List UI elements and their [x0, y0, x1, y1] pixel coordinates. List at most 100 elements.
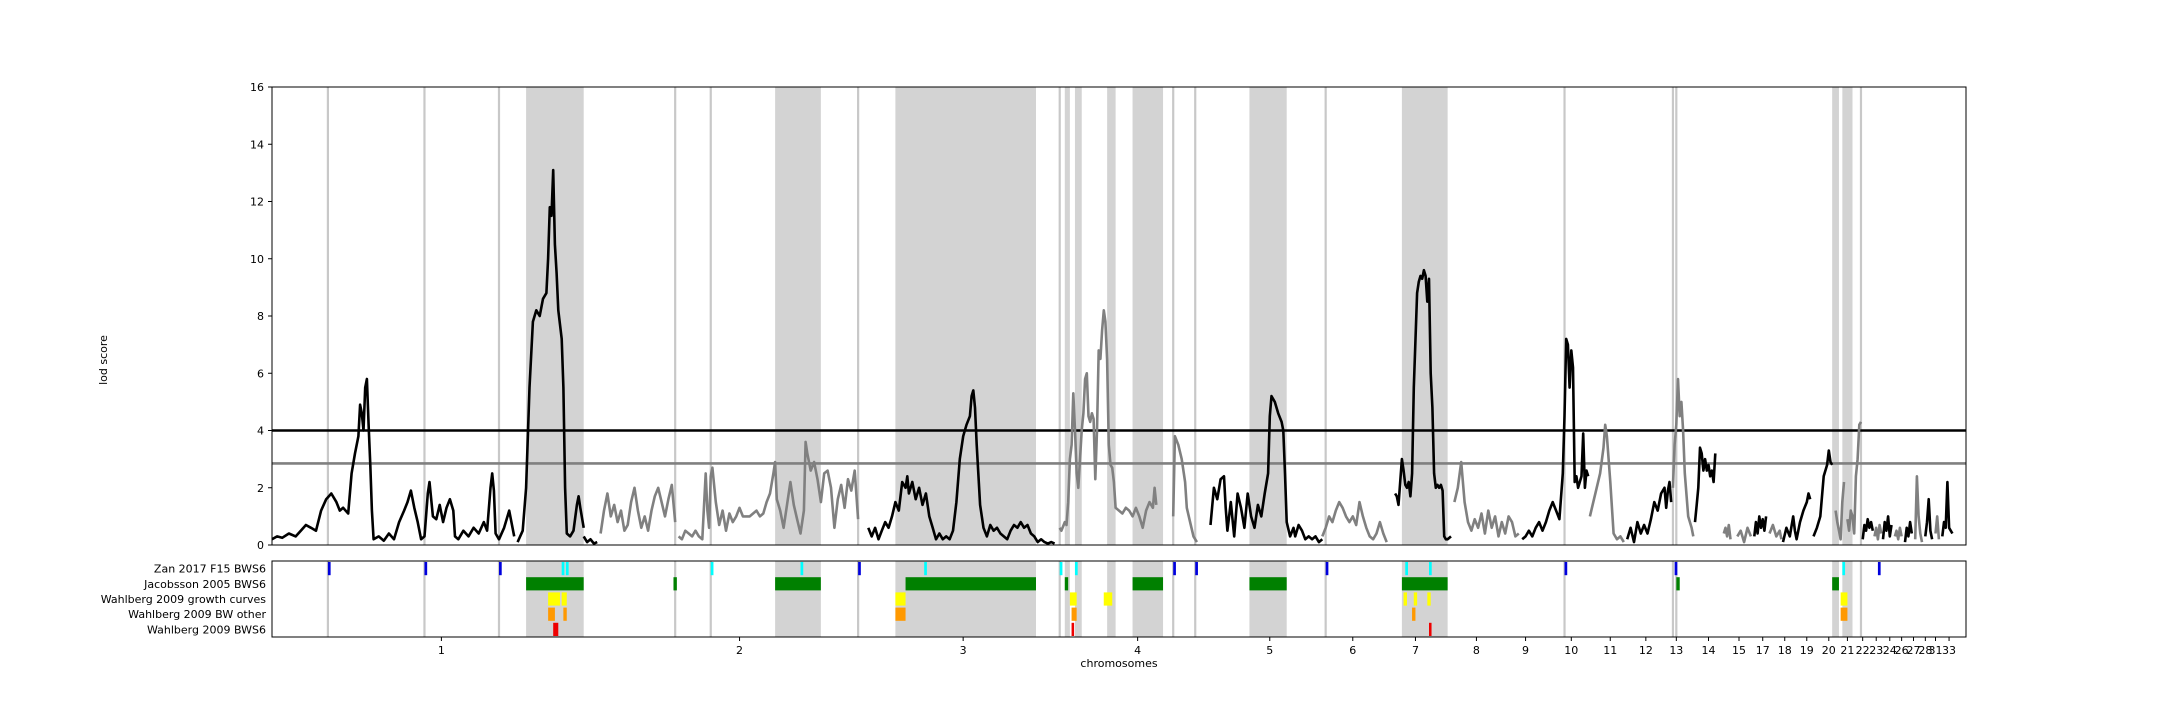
track-mark	[710, 562, 714, 576]
track-mark	[1840, 607, 1848, 621]
track-label: Zan 2017 F15 BWS6	[154, 563, 266, 576]
y-tick-label: 16	[250, 81, 264, 94]
y-tick-label: 6	[257, 367, 264, 380]
track-mark	[673, 577, 677, 591]
track-mark	[561, 562, 565, 576]
track-mark	[565, 562, 569, 576]
track-mark	[895, 592, 906, 606]
lod-series-line	[1941, 480, 1954, 537]
track-mark	[1103, 592, 1113, 606]
lod-series-line	[1722, 523, 1732, 540]
track-plot-frame	[271, 560, 1967, 638]
x-tick-label: 17	[1756, 644, 1770, 657]
lod-series-line	[1588, 423, 1625, 543]
lod-series-line	[1924, 497, 1934, 540]
track-mark	[548, 592, 560, 606]
lod-series-line	[1753, 515, 1768, 537]
x-tick-label: 23	[1869, 644, 1883, 657]
track-mark	[1832, 577, 1839, 591]
shaded-region	[1074, 561, 1082, 637]
track-mark	[424, 562, 428, 576]
lod-series-line	[582, 535, 598, 545]
lod-series-line	[1861, 517, 1875, 540]
x-axis-title: chromosomes	[1080, 657, 1157, 670]
shaded-region	[1249, 561, 1287, 637]
shaded-region	[775, 87, 821, 545]
x-tick-label: 19	[1800, 644, 1814, 657]
lod-series-line	[1873, 523, 1883, 541]
x-tick-label: 8	[1473, 644, 1480, 657]
track-mark	[1074, 562, 1078, 576]
track-mark	[1877, 562, 1881, 576]
track-label: Jacobsson 2005 BWS6	[143, 578, 266, 591]
x-tick-label: 4	[1134, 644, 1141, 657]
track-mark	[1071, 607, 1077, 621]
lod-series-line	[1671, 377, 1695, 537]
track-mark	[905, 577, 1036, 591]
y-tick-label: 0	[257, 539, 264, 552]
lod-series-line	[1881, 515, 1893, 540]
x-tick-label: 10	[1564, 644, 1578, 657]
x-tick-label: 1	[438, 644, 445, 657]
track-mark	[1840, 592, 1848, 606]
x-tick-label: 21	[1840, 644, 1854, 657]
track-mark	[1564, 562, 1568, 576]
x-tick-label: 2	[736, 644, 743, 657]
track-mark	[1403, 592, 1407, 606]
track-mark	[1413, 592, 1418, 606]
x-tick-label: 18	[1778, 644, 1792, 657]
x-tick-label: 11	[1603, 644, 1617, 657]
lod-series-line	[1768, 523, 1783, 540]
track-label: Wahlberg 2009 growth curves	[101, 593, 267, 606]
lod-series-line	[271, 377, 516, 542]
shaded-region	[1832, 87, 1839, 545]
lod-series-line	[599, 483, 677, 534]
lod-series-line	[1058, 309, 1158, 532]
x-tick-label: 9	[1522, 644, 1529, 657]
x-tick-label: 13	[1669, 644, 1683, 657]
track-mark	[1173, 562, 1176, 576]
lod-series-line	[1693, 446, 1717, 523]
lod-series-line	[1812, 449, 1834, 537]
lod-series-line	[1393, 268, 1452, 541]
shaded-region	[895, 561, 1036, 637]
track-mark	[1674, 562, 1678, 576]
x-tick-label: 3	[960, 644, 967, 657]
track-mark	[1325, 562, 1329, 576]
lod-series-line	[1913, 475, 1924, 543]
track-mark	[526, 577, 584, 591]
x-tick-label: 12	[1639, 644, 1653, 657]
y-tick-label: 14	[250, 138, 264, 151]
x-tick-label: 20	[1822, 644, 1836, 657]
track-label: Wahlberg 2009 BW other	[128, 608, 266, 621]
track-mark	[327, 562, 331, 576]
track-mark	[553, 622, 559, 636]
track-mark	[1401, 577, 1448, 591]
track-mark	[1405, 562, 1408, 576]
lod-series-line	[1625, 480, 1673, 544]
x-tick-label: 22	[1856, 644, 1870, 657]
lod-series-line	[1521, 337, 1590, 541]
track-mark	[895, 607, 906, 621]
track-mark	[1429, 562, 1432, 576]
x-tick-label: 26	[1895, 644, 1909, 657]
y-tick-label: 4	[257, 425, 264, 438]
track-mark	[1069, 592, 1077, 606]
shaded-region	[1832, 561, 1839, 637]
track-mark	[858, 562, 861, 576]
track-mark	[1412, 607, 1416, 621]
annotation-tracks-area: Zan 2017 F15 BWS6 Jacobsson 2005 BWS6 Wahl…	[101, 560, 1967, 657]
y-tick-label: 10	[250, 253, 264, 266]
x-tick-label: 6	[1349, 644, 1356, 657]
x-tick-label: 27	[1906, 644, 1920, 657]
lod-series-line	[1893, 526, 1903, 541]
lod-series-line	[1846, 421, 1863, 535]
track-mark	[1059, 562, 1063, 576]
lod-series-line	[1834, 481, 1846, 541]
lod-series-line	[1934, 515, 1941, 540]
track-mark	[800, 562, 804, 576]
y-axis-title: lod score	[97, 335, 110, 385]
y-tick-label: 12	[250, 196, 264, 209]
lod-series-line	[1209, 394, 1324, 544]
